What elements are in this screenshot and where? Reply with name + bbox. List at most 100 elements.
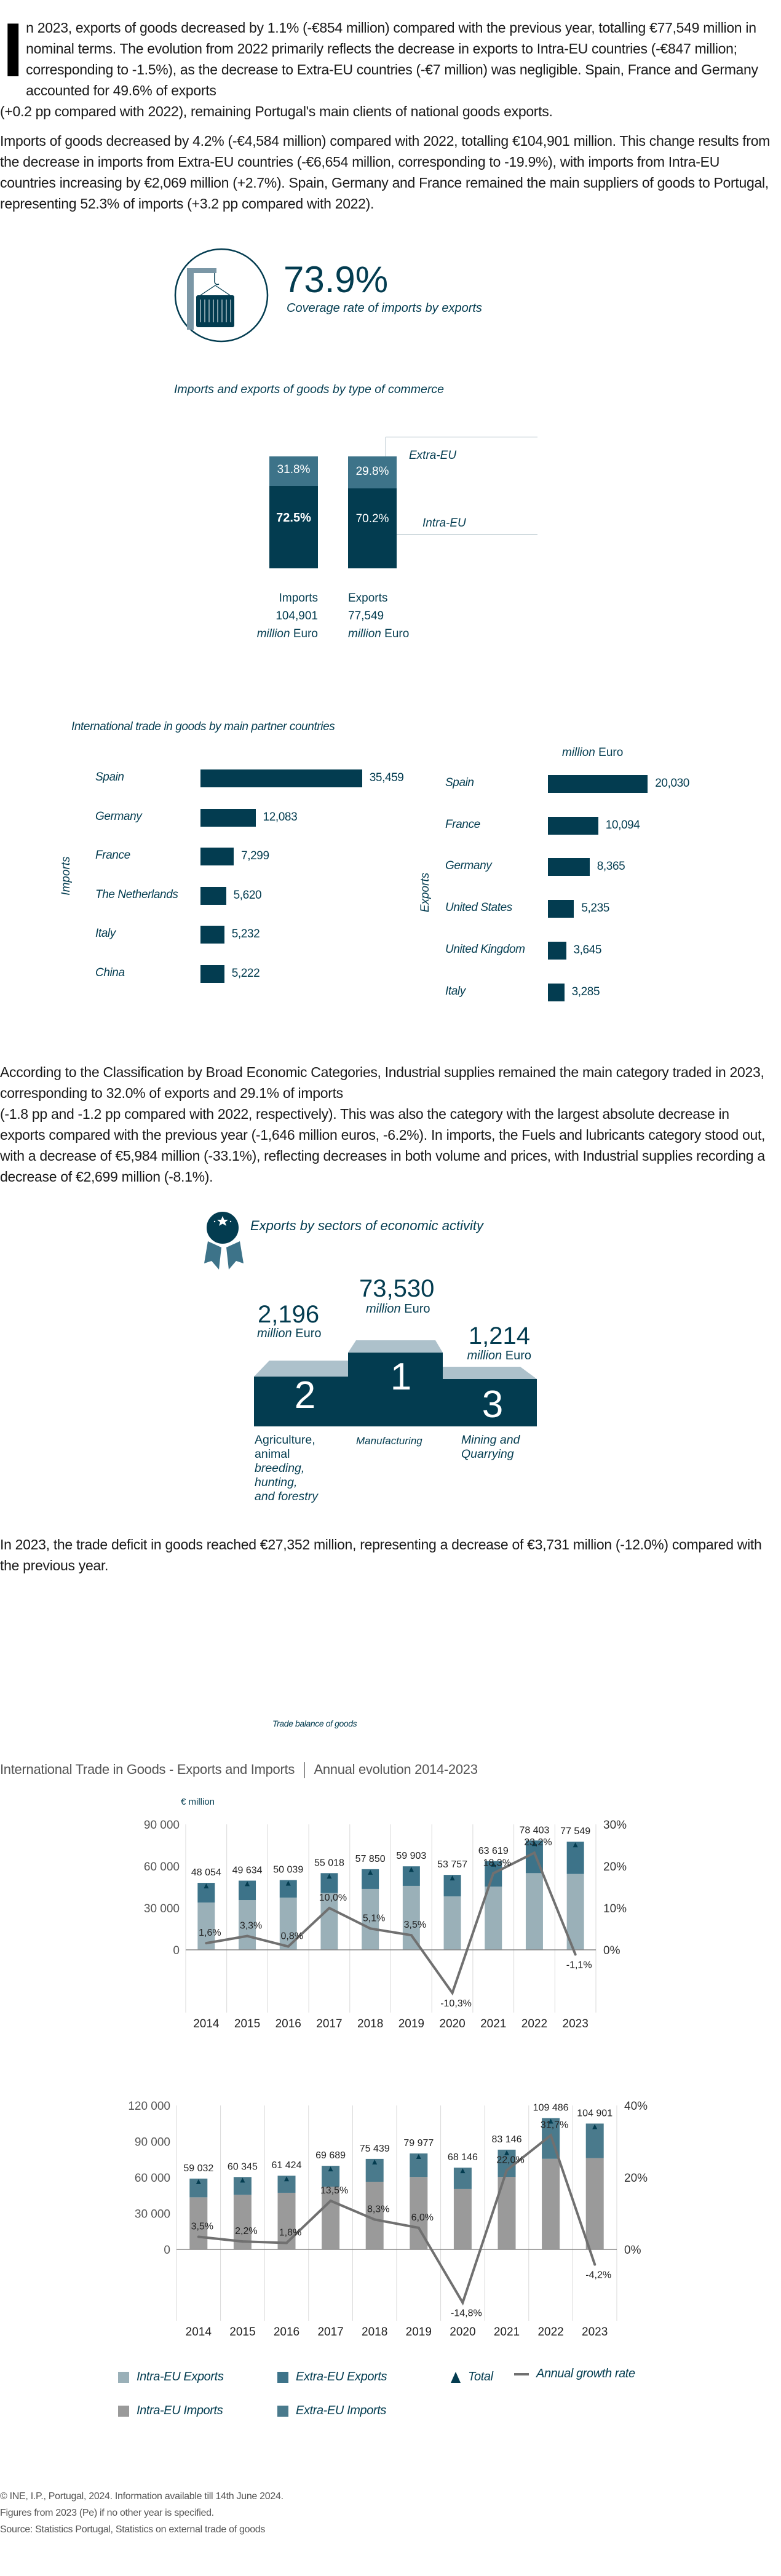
x-tick-label: 2014 [186,2326,212,2339]
y-tick-label: 60 000 [135,2172,170,2185]
total-label: 68 146 [448,2152,478,2163]
x-tick-label: 2015 [229,2326,255,2339]
partners-title: International trade in goods by main par… [71,720,335,733]
bar-intra-eu [365,2182,384,2249]
total-label: 48 054 [191,1867,221,1878]
bar-extra-eu [585,2123,604,2158]
label-line: breeding, [255,1461,305,1475]
partner-country-label: France [445,817,480,831]
partner-country-label: United States [445,901,512,915]
total-marker [284,2176,289,2182]
total-label: 78 403 [519,1825,549,1835]
partner-country-label: Spain [95,771,124,784]
evolution-header-right: Annual evolution 2014-2023 [314,1762,478,1777]
unit: Euro [295,1327,322,1340]
growth-point [369,1927,372,1930]
agriculture-unit: million Euro [257,1327,322,1341]
y-tick-label: 0 [173,1944,180,1957]
growth-rate-label: 3,5% [404,1920,426,1930]
rank-3: 3 [482,1383,504,1426]
total-marker [491,1861,496,1867]
growth-point [373,2218,376,2221]
partner-bar [548,941,566,960]
total-label: 77 549 [560,1826,590,1837]
partner-country-label: France [95,849,130,862]
growth-point [241,2240,244,2243]
partner-value: 8,365 [597,860,625,873]
growth-rate-line [198,2133,597,2306]
x-tick-label: 2017 [317,2326,343,2339]
x-tick-label: 2021 [494,2326,520,2339]
growth-rate-label: -14,8% [451,2308,482,2319]
partner-bar [200,926,224,944]
intro-paragraph-exports: I n 2023, exports of goods decreased by … [0,12,776,122]
paragraph-text: According to the Classification by Broad… [0,1064,764,1101]
imports-total: 104,901 [276,610,318,622]
unit-italic: million [257,1327,292,1340]
growth-rate-line [206,1851,577,1996]
label-line: and forestry [255,1490,318,1503]
growth-rate-label: 6,0% [411,2212,434,2223]
growth-rate-label: 3,3% [240,1921,262,1931]
total-label: 57 850 [355,1854,386,1864]
legend-label: Total [468,2370,493,2383]
y-tick-label: 60 000 [144,1861,180,1874]
growth-point [549,2134,552,2137]
growth-rate-label: 1,8% [279,2227,301,2238]
total-marker [408,1867,414,1872]
partner-bar [548,775,648,793]
x-tick-label: 2020 [439,2017,465,2030]
partner-value: 5,620 [233,888,262,902]
bar-intra-eu [542,2158,560,2249]
x-tick-label: 2022 [537,2326,563,2339]
partner-bar [548,983,565,1001]
y2-tick-label: 0% [624,2244,641,2257]
mining-value: 1,214 [468,1322,530,1350]
bar-intra-eu [320,1893,338,1950]
label-line: Agriculture, [255,1433,315,1447]
partner-country-label: The Netherlands [95,888,178,901]
total-label: 61 424 [272,2160,302,2171]
total-marker [573,1842,578,1848]
legend-intra-eu-exports: Intra-EU Exports [118,2370,224,2384]
growth-rate-label: 10,0% [319,1893,347,1903]
bar-intra-eu [485,1886,502,1950]
growth-point [287,1945,290,1948]
bar-intra-eu [453,2188,472,2249]
growth-point [451,1992,454,1995]
unit-italic: million [562,746,595,759]
y2-tick-label: 30% [603,1819,627,1832]
manufacturing-value: 73,530 [359,1275,435,1302]
partner-bar [200,886,226,905]
total-label: 59 903 [396,1851,426,1861]
unit-italic: million [467,1349,502,1362]
podium-top-3 [443,1367,537,1379]
total-label: 104 901 [577,2108,613,2118]
legend-total: Total [451,2370,493,2384]
unit-italic: million [256,627,290,640]
partner-bar [200,808,256,827]
rank-1: 1 [390,1356,412,1398]
total-marker [460,2168,466,2174]
x-tick-label: 2016 [274,2326,299,2339]
growth-point [197,2235,200,2238]
paragraph-imports: Imports of goods decreased by 4.2% (-€4,… [0,133,771,212]
bar-intra-eu [322,2187,340,2249]
exports-total: 77,549 [348,610,384,622]
swatch [118,2405,129,2417]
partner-country-label: United Kingdom [445,942,525,956]
sectors-title: Exports by sectors of economic activity [250,1218,484,1233]
legend-label: Extra-EU Exports [296,2370,387,2383]
exports-label: Exports [348,592,388,605]
bar-intra-eu [362,1888,379,1950]
unit: Euro [384,627,410,640]
growth-rate-label: 13,5% [320,2185,348,2196]
footer-copyright: © INE, I.P., Portugal, 2024. Information… [0,2491,283,2502]
x-tick-label: 2017 [316,2017,342,2030]
manufacturing-label: Manufacturing [356,1435,422,1447]
x-tick-label: 2016 [276,2017,301,2030]
total-marker [592,2124,598,2129]
mining-unit: million Euro [456,1349,532,1363]
growth-point [410,1934,413,1937]
